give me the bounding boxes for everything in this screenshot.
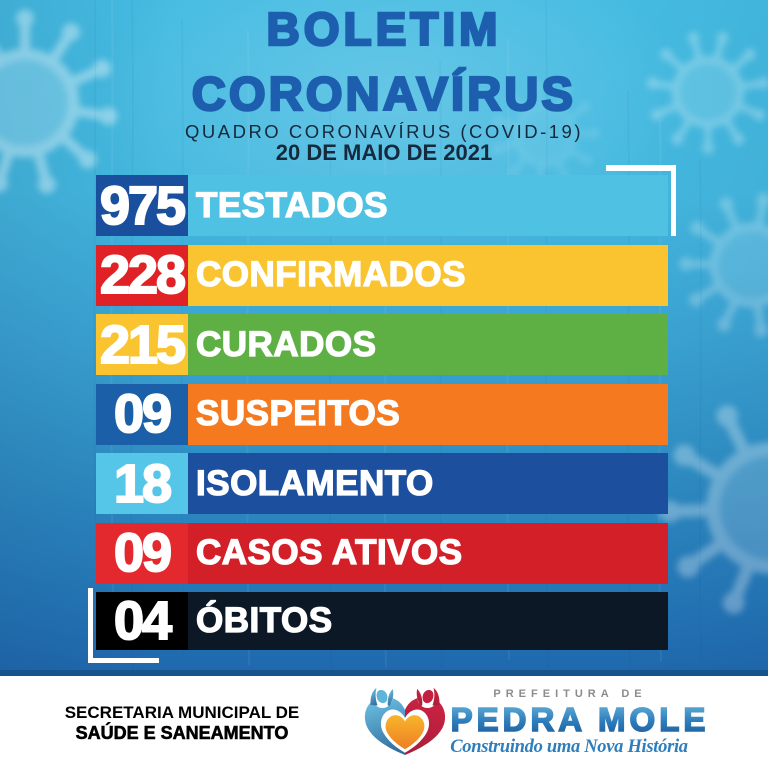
svg-text:PEDRA MOLE: PEDRA MOLE [451,701,710,737]
